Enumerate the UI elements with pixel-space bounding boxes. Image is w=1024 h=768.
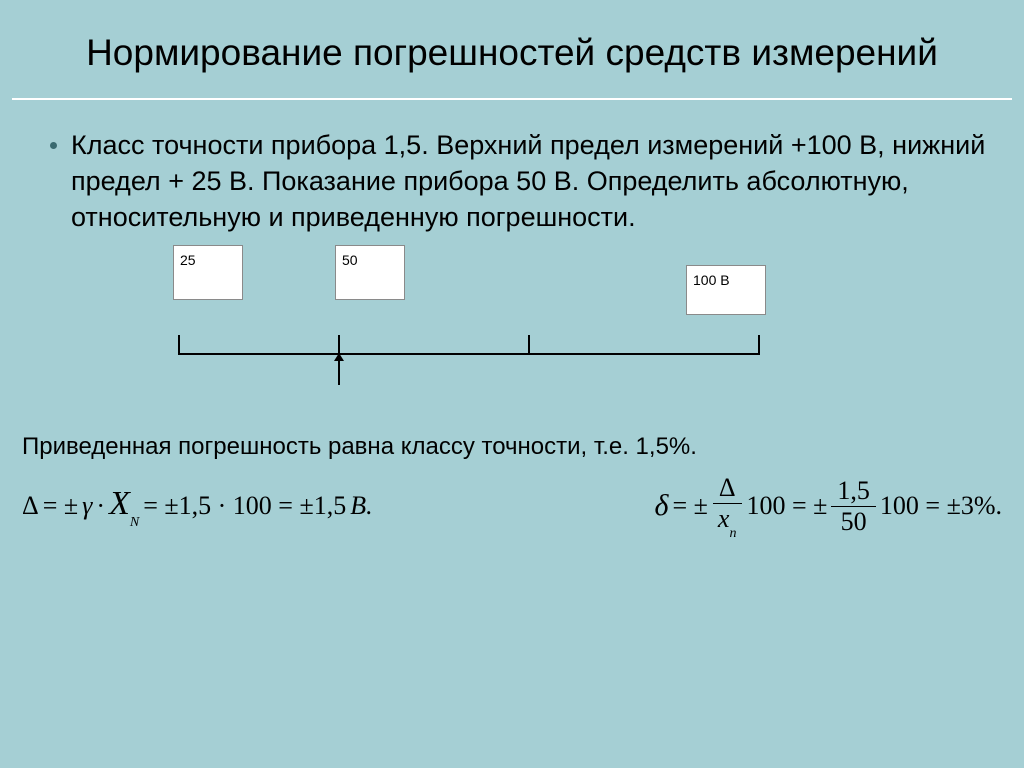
fraction-2: 1,5 50 xyxy=(831,478,876,535)
gamma-symbol: γ xyxy=(82,491,92,521)
formula-absolute: Δ = ± γ · XN = ±1,5 · 100 = ±1,5 B. xyxy=(22,485,373,527)
axis-line xyxy=(178,353,760,355)
axis-pointer-arrow-icon xyxy=(334,353,344,361)
bullet-dot-icon xyxy=(50,142,57,149)
content-box: Класс точности прибора 1,5. Верхний пред… xyxy=(12,114,1012,415)
axis-tick-2 xyxy=(528,335,530,353)
delta-symbol: Δ xyxy=(22,491,39,521)
unit: B. xyxy=(350,491,372,521)
slide-title-box: Нормирование погрешностей средств измере… xyxy=(12,12,1012,100)
scale-card-0: 25 xyxy=(173,245,243,300)
formulas-row: Δ = ± γ · XN = ±1,5 · 100 = ±1,5 B. δ = … xyxy=(12,461,1012,537)
delta-small-symbol: δ xyxy=(655,489,669,523)
note-row: Приведенная погрешность равна классу точ… xyxy=(12,433,1012,461)
formula-relative: δ = ± Δ xn 100 = ± 1,5 50 100 = ±3%. xyxy=(655,475,1002,537)
eq-part: = ± xyxy=(672,491,707,521)
fraction-1: Δ xn xyxy=(712,475,743,537)
dot-op: · xyxy=(96,491,105,521)
note-text: Приведенная погрешность равна классу точ… xyxy=(22,433,1002,461)
axis-tick-0 xyxy=(178,335,180,353)
slide-title: Нормирование погрешностей средств измере… xyxy=(32,30,992,76)
scale-card-1: 50 xyxy=(335,245,405,300)
axis-tick-1 xyxy=(338,335,340,353)
bullet-item: Класс точности прибора 1,5. Верхний пред… xyxy=(50,128,986,235)
x-n-symbol: XN xyxy=(109,485,139,527)
tail-part: 100 = ±3%. xyxy=(880,491,1002,521)
scale-card-2: 100 В xyxy=(686,265,766,315)
den1: xn xyxy=(712,504,743,537)
bullet-text: Класс точности прибора 1,5. Верхний пред… xyxy=(71,128,986,235)
eq-values: = ±1,5 · 100 = ±1,5 xyxy=(143,491,346,521)
eq-part: = ± xyxy=(43,491,78,521)
scale-diagram: 25 50 100 В xyxy=(38,245,986,405)
mid-part: 100 = ± xyxy=(746,491,827,521)
axis-tick-3 xyxy=(758,335,760,353)
